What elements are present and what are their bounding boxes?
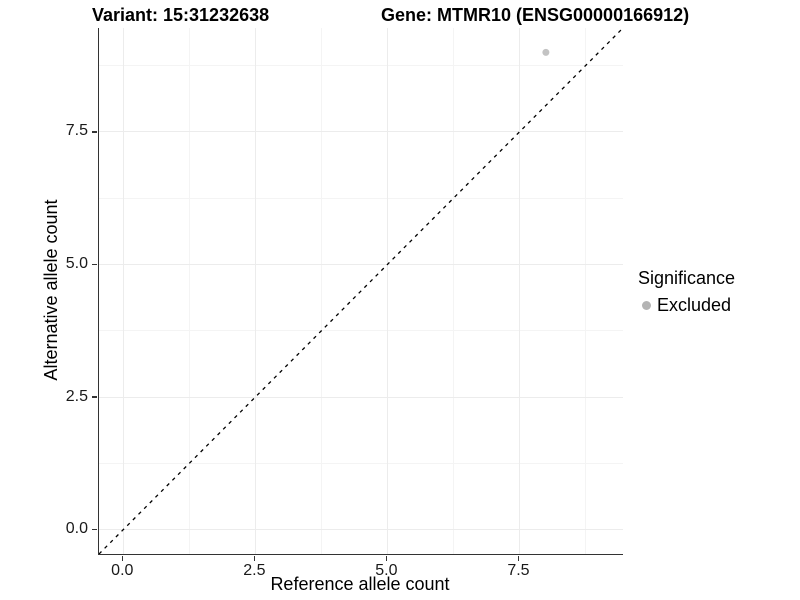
x-tick-mark	[121, 555, 124, 561]
plot-panel	[98, 28, 623, 555]
minor-gridline-x	[452, 28, 454, 554]
y-axis-title: Alternative allele count	[41, 199, 61, 381]
major-gridline-y	[99, 263, 623, 265]
minor-gridline-y	[99, 65, 623, 67]
y-tick-label: 7.5	[65, 122, 88, 140]
excluded-point-icon	[642, 301, 651, 310]
data-point	[542, 48, 550, 56]
y-tick-mark	[91, 528, 97, 531]
x-tick-label: 5.0	[375, 562, 398, 579]
minor-gridline-y	[99, 330, 623, 332]
major-gridline-y	[99, 131, 623, 133]
plot-title-gene: Gene: MTMR10 (ENSG00000166912)	[381, 5, 690, 25]
x-tick-label: 0.0	[111, 562, 134, 579]
minor-gridline-x	[188, 28, 190, 554]
minor-gridline-y	[99, 197, 623, 199]
legend-title: Significance	[638, 268, 736, 288]
plot-title-variant: Variant: 15:31232638	[92, 5, 270, 25]
major-gridline-x	[122, 28, 124, 554]
x-tick-label: 7.5	[507, 562, 530, 579]
y-tick-label: 5.0	[65, 254, 88, 272]
major-gridline-y	[99, 529, 623, 531]
major-gridline-x	[518, 28, 520, 554]
x-tick-mark	[517, 555, 520, 561]
major-gridline-x	[386, 28, 388, 554]
minor-gridline-y	[99, 462, 623, 464]
scatter-layer	[99, 28, 623, 554]
major-gridline-x	[254, 28, 256, 554]
y-tick-label: 0.0	[65, 520, 88, 538]
x-tick-label: 2.5	[243, 562, 266, 579]
legend: Significance Excluded	[638, 268, 735, 316]
major-gridline-y	[99, 396, 623, 398]
y-tick-mark	[91, 396, 97, 398]
y-tick-mark	[91, 263, 97, 266]
x-axis-title: Reference allele count	[270, 574, 450, 594]
x-tick-mark	[253, 555, 256, 561]
legend-item-label: Excluded	[657, 295, 732, 315]
identity-reference-line	[99, 28, 623, 554]
y-tick-mark	[91, 131, 97, 133]
minor-gridline-x	[320, 28, 322, 554]
x-tick-mark	[385, 555, 388, 561]
minor-gridline-x	[584, 28, 586, 554]
legend-item-excluded: Excluded	[638, 295, 735, 316]
y-tick-label: 2.5	[65, 387, 88, 405]
